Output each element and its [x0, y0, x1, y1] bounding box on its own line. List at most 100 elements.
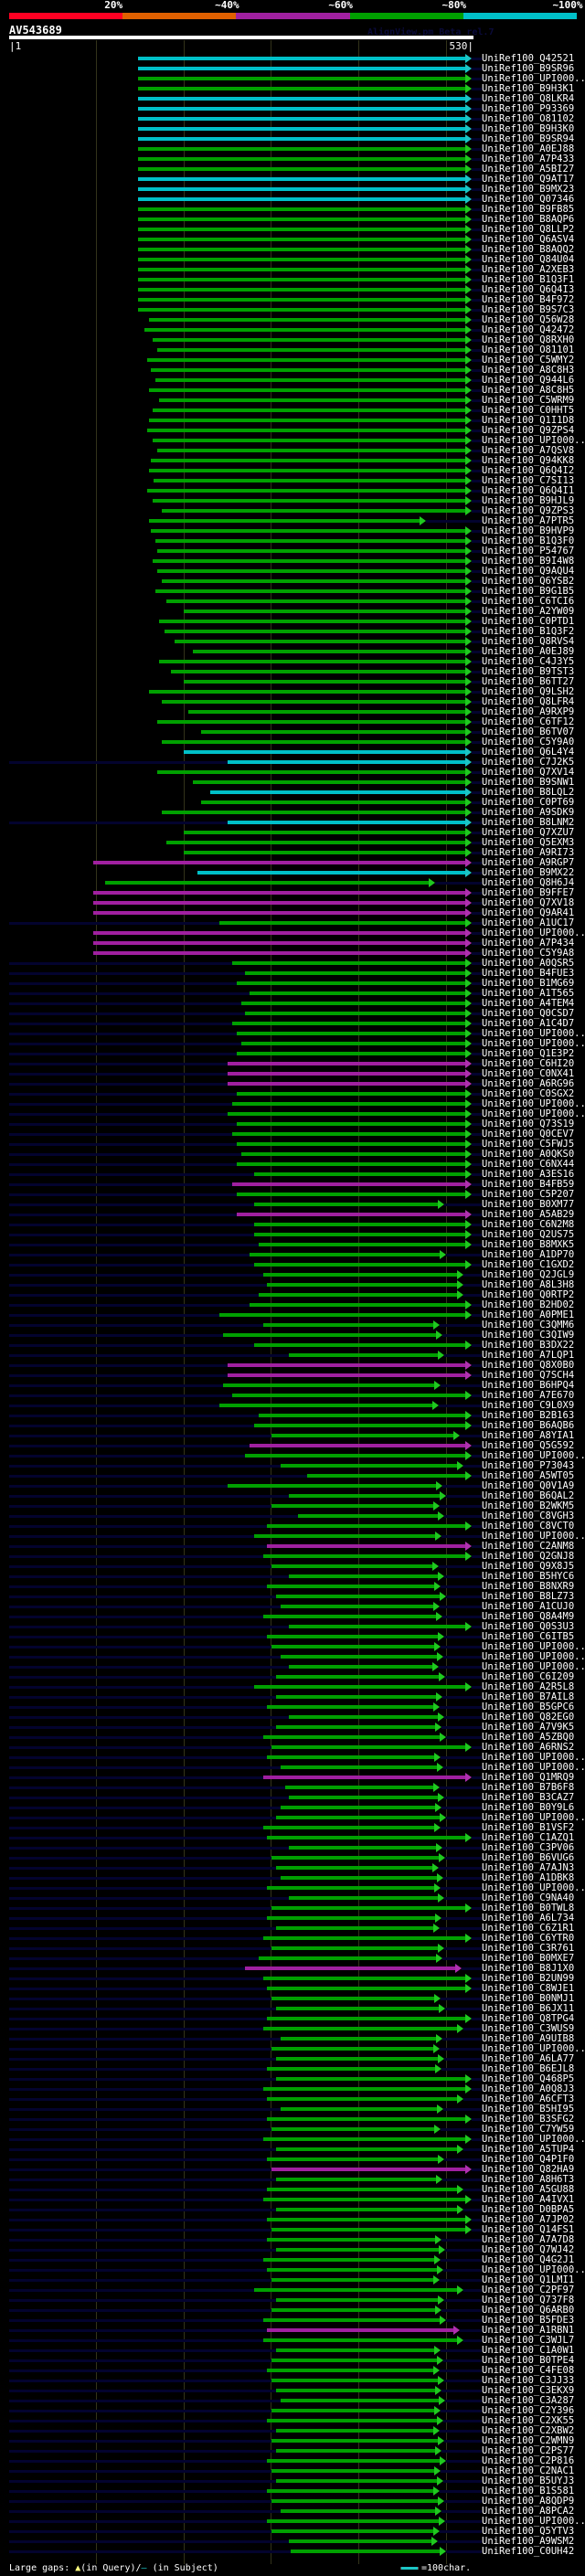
hit-bar[interactable]: [138, 308, 467, 312]
alignment-row[interactable]: UniRef100_Q6Q4I1: [0, 486, 585, 496]
hit-label[interactable]: UniRef100_B7B6F8: [482, 1782, 575, 1793]
alignment-row[interactable]: UniRef100_C9L0X9: [0, 1401, 585, 1411]
hit-label[interactable]: UniRef100_B8AQQ2: [482, 244, 575, 255]
alignment-row[interactable]: UniRef100_B8AQP6: [0, 215, 585, 225]
alignment-row[interactable]: UniRef100_A9SDK9: [0, 808, 585, 818]
hit-label[interactable]: UniRef100_A2XEB3: [482, 264, 575, 275]
hit-label[interactable]: UniRef100_P93369: [482, 103, 575, 114]
alignment-row[interactable]: UniRef100_A7JP02: [0, 2215, 585, 2225]
hit-bar[interactable]: [231, 1022, 467, 1025]
alignment-row[interactable]: UniRef100_B8AQQ2: [0, 245, 585, 255]
hit-label[interactable]: UniRef100_B6TT27: [482, 676, 575, 687]
alignment-row[interactable]: UniRef100_B3CAZ7: [0, 1793, 585, 1803]
alignment-row[interactable]: UniRef100_B9S7C3: [0, 305, 585, 315]
hit-label[interactable]: UniRef100_B5FDE3: [482, 2315, 575, 2326]
alignment-row[interactable]: UniRef100_A6RG96: [0, 1079, 585, 1089]
hit-label[interactable]: UniRef100_C6Z1R1: [482, 1923, 575, 1934]
hit-label[interactable]: UniRef100_B9H3K0: [482, 123, 575, 134]
alignment-row[interactable]: UniRef100_C0PTD1: [0, 617, 585, 627]
hit-bar[interactable]: [138, 97, 467, 101]
hit-bar[interactable]: [267, 2017, 467, 2020]
alignment-row[interactable]: UniRef100_B5HI95: [0, 2104, 585, 2115]
hit-bar[interactable]: [289, 1574, 439, 1578]
alignment-row[interactable]: UniRef100_C3PV06: [0, 1843, 585, 1853]
alignment-row[interactable]: UniRef100_B0Y9L6: [0, 1803, 585, 1813]
hit-bar[interactable]: [201, 800, 467, 804]
hit-bar[interactable]: [192, 650, 467, 653]
hit-label[interactable]: UniRef100_B2UN99: [482, 1973, 575, 1984]
hit-bar[interactable]: [262, 1273, 458, 1277]
hit-label[interactable]: UniRef100_A1DBK8: [482, 1872, 575, 1883]
hit-bar[interactable]: [146, 429, 467, 432]
hit-bar[interactable]: [93, 861, 467, 864]
hit-label[interactable]: UniRef100_C3R761: [482, 1943, 575, 1954]
alignment-row[interactable]: UniRef100_C6TF12: [0, 717, 585, 727]
alignment-row[interactable]: UniRef100_Q5G592: [0, 1441, 585, 1451]
alignment-row[interactable]: UniRef100_Q737F8: [0, 2295, 585, 2306]
alignment-row[interactable]: UniRef100_UPI000..: [0, 1029, 585, 1039]
alignment-row[interactable]: UniRef100_UPI000..: [0, 2265, 585, 2275]
hit-label[interactable]: UniRef100_A5AB29: [482, 1209, 575, 1220]
hit-bar[interactable]: [159, 660, 467, 663]
alignment-row[interactable]: UniRef100_B5UYJ3: [0, 2476, 585, 2486]
alignment-row[interactable]: UniRef100_Q8LKR4: [0, 94, 585, 104]
hit-label[interactable]: UniRef100_B0TWL8: [482, 1903, 575, 1913]
alignment-row[interactable]: UniRef100_B9H3K0: [0, 124, 585, 134]
hit-label[interactable]: UniRef100_A6L734: [482, 1913, 575, 1924]
hit-bar[interactable]: [267, 1755, 435, 1759]
hit-bar[interactable]: [275, 1695, 437, 1699]
hit-label[interactable]: UniRef100_C7J2K5: [482, 757, 575, 768]
hit-label[interactable]: UniRef100_A5GU88: [482, 2184, 575, 2195]
hit-label[interactable]: UniRef100_C2WMN9: [482, 2435, 575, 2446]
hit-bar[interactable]: [150, 529, 467, 533]
alignment-row[interactable]: UniRef100_A7QSV8: [0, 446, 585, 456]
hit-bar[interactable]: [280, 2037, 437, 2041]
hit-label[interactable]: UniRef100_A2R5L8: [482, 1681, 575, 1692]
hit-bar[interactable]: [138, 147, 467, 151]
alignment-row[interactable]: UniRef100_B9I4W8: [0, 557, 585, 567]
alignment-row[interactable]: UniRef100_O81101: [0, 345, 585, 355]
hit-label[interactable]: UniRef100_A6CFT3: [482, 2094, 575, 2104]
hit-label[interactable]: UniRef100_C1AZQ1: [482, 1832, 575, 1843]
hit-bar[interactable]: [138, 127, 467, 131]
hit-bar[interactable]: [250, 991, 467, 995]
alignment-row[interactable]: UniRef100_Q9ZPS4: [0, 426, 585, 436]
hit-label[interactable]: UniRef100_B5HI95: [482, 2104, 575, 2115]
alignment-row[interactable]: UniRef100_A7LQP1: [0, 1351, 585, 1361]
alignment-row[interactable]: UniRef100_B1MG69: [0, 979, 585, 989]
hit-label[interactable]: UniRef100_UPI000..: [482, 1762, 585, 1773]
hit-label[interactable]: UniRef100_C5WMY2: [482, 355, 575, 366]
hit-bar[interactable]: [228, 1072, 467, 1076]
hit-bar[interactable]: [144, 328, 467, 332]
alignment-row[interactable]: UniRef100_C2XBW2: [0, 2426, 585, 2436]
alignment-row[interactable]: UniRef100_B4FUE3: [0, 969, 585, 979]
hit-bar[interactable]: [271, 2127, 435, 2131]
hit-label[interactable]: UniRef100_B9MX23: [482, 184, 575, 195]
alignment-row[interactable]: UniRef100_Q8RVS4: [0, 637, 585, 647]
alignment-row[interactable]: UniRef100_C3QMM6: [0, 1320, 585, 1330]
alignment-row[interactable]: UniRef100_C1GXD2: [0, 1260, 585, 1270]
alignment-row[interactable]: UniRef100_Q9AT17: [0, 175, 585, 185]
hit-label[interactable]: UniRef100_UPI000..: [482, 1531, 585, 1542]
alignment-row[interactable]: UniRef100_A8C8H3: [0, 366, 585, 376]
alignment-row[interactable]: UniRef100_Q6YSB2: [0, 577, 585, 587]
hit-label[interactable]: UniRef100_O81101: [482, 345, 575, 355]
hit-bar[interactable]: [262, 1826, 435, 1829]
hit-bar[interactable]: [253, 1203, 439, 1206]
hit-bar[interactable]: [280, 1464, 458, 1468]
alignment-row[interactable]: UniRef100_B9SNW1: [0, 778, 585, 788]
hit-bar[interactable]: [271, 2379, 439, 2382]
hit-label[interactable]: UniRef100_A8PCA2: [482, 2506, 575, 2517]
hit-label[interactable]: UniRef100_B2WKM5: [482, 1500, 575, 1511]
alignment-row[interactable]: UniRef100_Q2GNJ8: [0, 1552, 585, 1562]
hit-bar[interactable]: [138, 207, 467, 211]
hit-bar[interactable]: [253, 1424, 467, 1427]
alignment-row[interactable]: UniRef100_B7B6F8: [0, 1783, 585, 1793]
alignment-row[interactable]: UniRef100_A0PME1: [0, 1310, 585, 1320]
hit-bar[interactable]: [275, 2298, 439, 2302]
hit-bar[interactable]: [153, 499, 467, 503]
hit-label[interactable]: UniRef100_A7JP02: [482, 2214, 575, 2225]
hit-label[interactable]: UniRef100_D0BPA5: [482, 2204, 575, 2215]
hit-label[interactable]: UniRef100_B9I4W8: [482, 556, 575, 567]
hit-bar[interactable]: [250, 1253, 441, 1256]
